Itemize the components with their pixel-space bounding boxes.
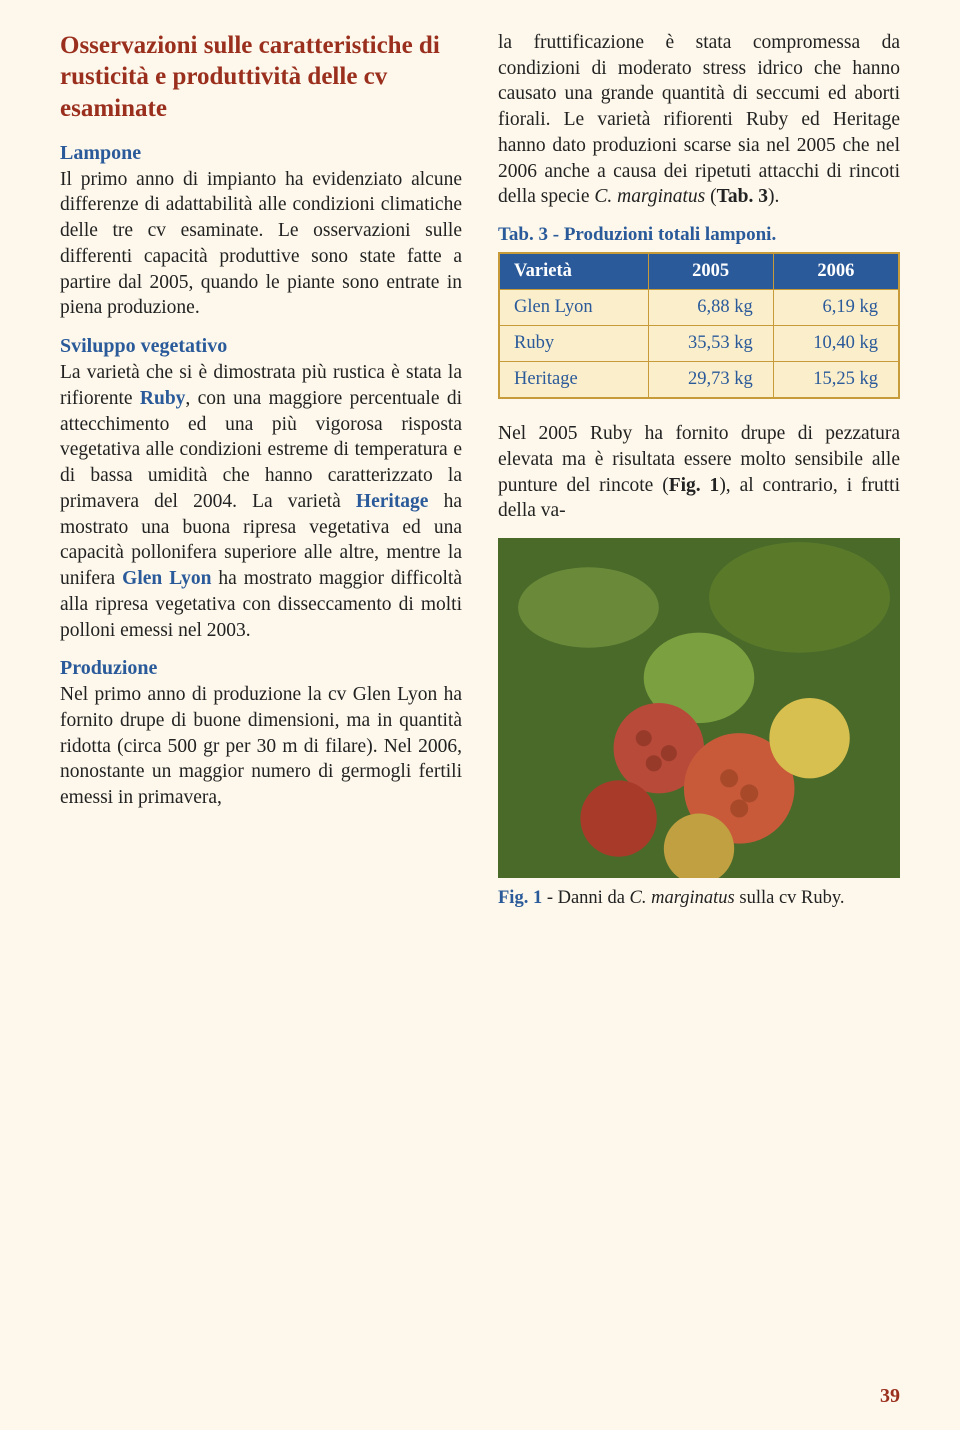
figure-ref: Fig. 1 [669,475,720,496]
production-table: Varietà 2005 2006 Glen Lyon 6,88 kg 6,19… [498,252,900,399]
th-2006: 2006 [773,253,899,290]
table-row: Glen Lyon 6,88 kg 6,19 kg [499,290,899,326]
para-right-top: la fruttificazione è stata compromessa d… [498,30,900,210]
text: ( [705,186,716,207]
cell: Heritage [499,362,648,399]
cell: 15,25 kg [773,362,899,399]
species-name: C. marginatus [630,888,735,908]
subhead-produzione: Produzione [60,657,462,680]
cv-ruby: Ruby [140,388,186,409]
text: sulla cv Ruby. [735,888,845,908]
cell: 29,73 kg [648,362,773,399]
text: ). [768,186,779,207]
cell: 10,40 kg [773,326,899,362]
table-header-row: Varietà 2005 2006 [499,253,899,290]
figure-label: Fig. 1 [498,888,542,908]
cell: Glen Lyon [499,290,648,326]
para-right-mid: Nel 2005 Ruby ha fornito drupe di pezzat… [498,421,900,524]
th-2005: 2005 [648,253,773,290]
table-ref: Tab. 3 [717,186,768,207]
table-row: Ruby 35,53 kg 10,40 kg [499,326,899,362]
page-number: 39 [880,1385,900,1408]
text: - Danni da [542,888,629,908]
section-title: Osservazioni sulle caratteristiche di ru… [60,30,462,124]
th-variety: Varietà [499,253,648,290]
cell: 6,19 kg [773,290,899,326]
para-lampone: Il primo anno di impianto ha evidenziato… [60,167,462,321]
table-caption: Tab. 3 - Produzioni totali lamponi. [498,224,900,246]
cell: Ruby [499,326,648,362]
subhead-lampone: Lampone [60,142,462,165]
cv-heritage: Heritage [356,491,429,512]
cv-glenlyon: Glen Lyon [122,568,211,589]
table-row: Heritage 29,73 kg 15,25 kg [499,362,899,399]
species-name: C. marginatus [594,186,705,207]
text: la fruttificazione è stata compromessa d… [498,32,900,207]
cell: 35,53 kg [648,326,773,362]
figure-caption: Fig. 1 - Danni da C. marginatus sulla cv… [498,888,900,909]
para-produzione: Nel primo anno di produzione la cv Glen … [60,682,462,811]
para-sviluppo: La varietà che si è dimostrata più rusti… [60,360,462,643]
subhead-sviluppo: Sviluppo vegetativo [60,335,462,358]
figure-image [498,538,900,878]
cell: 6,88 kg [648,290,773,326]
